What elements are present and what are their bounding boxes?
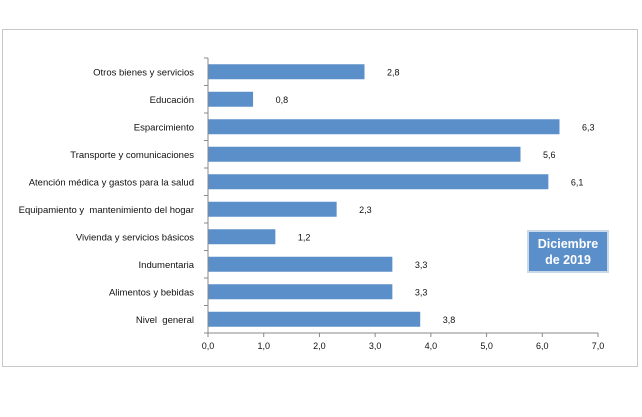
value-label: 3,8 [443,315,456,325]
x-tick-label: 1,0 [257,341,270,351]
value-label: 6,3 [582,122,595,132]
category-label: Atención médica y gastos para la salud [29,177,194,188]
x-tick-label: 4,0 [425,341,438,351]
category-label: Alimentos y bebidas [109,287,194,298]
bar [208,91,254,107]
bar [208,146,521,162]
category-label: Equipamiento y mantenimiento del hogar [19,205,194,216]
category-label: Esparcimiento [134,122,194,133]
bar [208,119,560,135]
x-tick-label: 5,0 [480,341,493,351]
bar [208,311,421,327]
x-tick-label: 6,0 [536,341,549,351]
x-tick-label: 2,0 [313,341,326,351]
value-label: 0,8 [276,95,289,105]
category-label: Transporte y comunicaciones [70,150,194,161]
value-label: 1,2 [298,232,311,242]
bar [208,284,393,300]
category-label: Nivel general [136,315,194,326]
value-label: 6,1 [571,177,584,187]
date-badge: Diciembre de 2019 [527,230,609,273]
value-label: 2,3 [359,205,372,215]
category-label: Educación [150,95,194,106]
category-label: Indumentaria [139,260,195,271]
bar-layer [208,64,560,327]
value-label: 3,3 [415,287,428,297]
label-layer: Otros bienes y servicios 2,8 Educación 0,8 E… [19,67,595,326]
x-tick-label: 0,0 [202,341,215,351]
date-badge-line2: de 2019 [545,253,591,267]
category-label: Vivienda y servicios básicos [76,232,194,243]
x-tick-label: 7,0 [592,341,605,351]
category-label: Otros bienes y servicios [93,67,194,78]
axis-layer: 0,0 1,0 2,0 3,0 4,0 5,0 6,0 7,0 [202,57,605,351]
value-label: 5,6 [543,150,556,160]
bar [208,256,393,272]
x-tick-label: 3,0 [369,341,382,351]
value-label: 2,8 [387,67,400,77]
bar [208,201,337,217]
bar [208,64,365,80]
date-badge-line1: Diciembre [537,237,599,251]
bar [208,174,549,190]
value-label: 3,3 [415,260,428,270]
chart-frame [2,29,638,367]
bar [208,229,276,245]
